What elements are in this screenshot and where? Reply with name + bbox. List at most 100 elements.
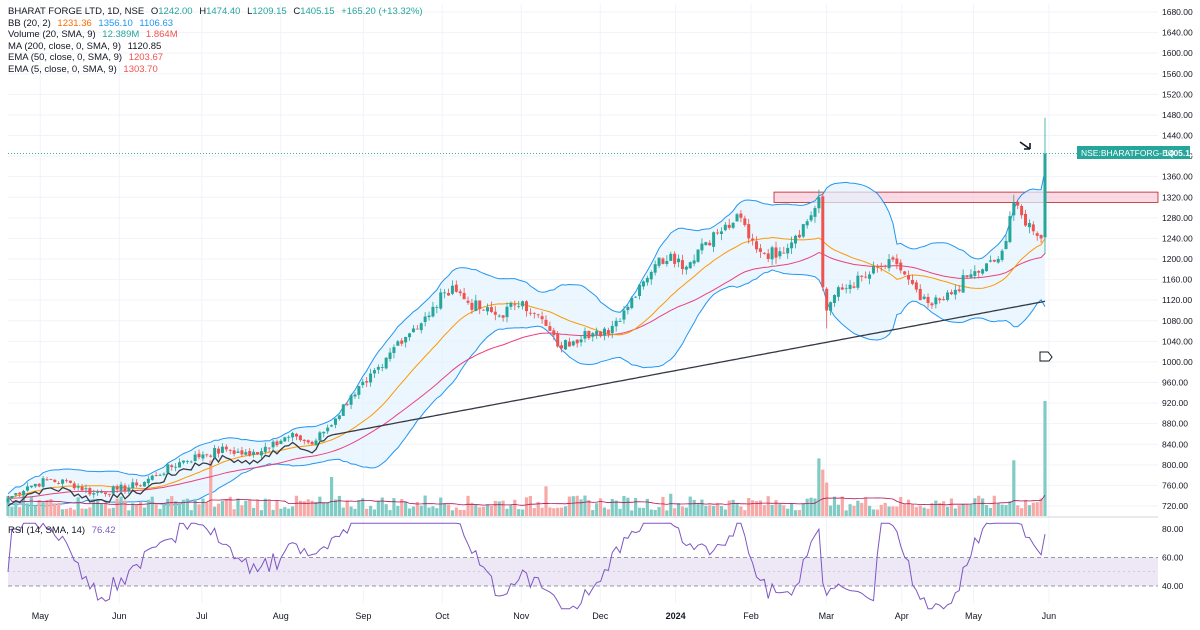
candle-body[interactable] [314, 440, 318, 445]
candle-body[interactable] [372, 370, 376, 374]
candle-body[interactable] [868, 274, 872, 279]
candle-body[interactable] [384, 357, 388, 369]
candle-body[interactable] [25, 486, 29, 491]
candle-body[interactable] [770, 247, 774, 260]
candle-body[interactable] [333, 418, 337, 425]
candle-body[interactable] [988, 260, 992, 262]
candle-body[interactable] [1004, 240, 1008, 250]
candle-body[interactable] [567, 341, 571, 347]
candle-body[interactable] [478, 300, 482, 310]
bb-legend-row[interactable]: BB (20, 2) 1231.36 1356.10 1106.63 [8, 18, 427, 30]
candle-body[interactable] [111, 486, 115, 494]
candle-body[interactable] [431, 306, 435, 317]
candle-body[interactable] [76, 486, 80, 488]
candle-body[interactable] [178, 462, 182, 468]
candle-body[interactable] [755, 241, 759, 250]
candle-body[interactable] [875, 266, 879, 268]
candle-body[interactable] [766, 253, 770, 260]
candle-body[interactable] [396, 341, 400, 346]
candle-body[interactable] [536, 314, 540, 316]
candle-body[interactable] [88, 488, 92, 495]
candle-body[interactable] [201, 454, 205, 459]
candle-body[interactable] [918, 288, 922, 301]
candle-body[interactable] [509, 302, 513, 307]
candle-body[interactable] [778, 251, 782, 257]
candle-body[interactable] [871, 266, 875, 274]
resistance-zone-box[interactable] [773, 191, 1159, 203]
candle-body[interactable] [400, 340, 404, 344]
candle-body[interactable] [158, 474, 162, 476]
candle-body[interactable] [848, 284, 852, 289]
candle-body[interactable] [415, 328, 419, 330]
candle-body[interactable] [587, 330, 591, 339]
candle-body[interactable] [914, 282, 918, 290]
candle-body[interactable] [294, 433, 298, 437]
candle-body[interactable] [439, 292, 443, 309]
candle-body[interactable] [774, 247, 778, 258]
candle-body[interactable] [793, 235, 797, 244]
candle-body[interactable] [751, 238, 755, 241]
candle-body[interactable] [1027, 222, 1031, 228]
candle-body[interactable] [665, 261, 669, 264]
candle-body[interactable] [638, 284, 642, 297]
candle-body[interactable] [427, 315, 431, 318]
candle-body[interactable] [142, 482, 146, 487]
candle-body[interactable] [786, 247, 790, 254]
candle-body[interactable] [29, 485, 33, 488]
candle-body[interactable] [571, 341, 575, 346]
candle-body[interactable] [525, 301, 528, 312]
ema50-legend-row[interactable]: EMA (50, close, 0, SMA, 9) 1203.67 [8, 52, 427, 64]
candle-body[interactable] [256, 452, 260, 455]
candle-body[interactable] [887, 259, 891, 269]
candle-body[interactable] [973, 271, 977, 276]
candle-body[interactable] [521, 301, 525, 307]
candle-body[interactable] [583, 331, 587, 339]
candle-body[interactable] [992, 259, 996, 262]
candle-body[interactable] [595, 330, 599, 335]
candle-body[interactable] [903, 271, 907, 275]
candle-body[interactable] [1016, 201, 1020, 206]
candle-body[interactable] [739, 213, 743, 218]
candle-body[interactable] [634, 296, 638, 298]
candle-body[interactable] [357, 386, 361, 395]
candle-body[interactable] [723, 224, 727, 231]
candle-body[interactable] [318, 432, 322, 441]
candle-body[interactable] [548, 326, 552, 331]
candle-body[interactable] [45, 479, 49, 481]
candle-body[interactable] [677, 258, 681, 263]
candle-body[interactable] [462, 293, 466, 300]
candle-body[interactable] [447, 292, 451, 296]
candle-body[interactable] [856, 275, 860, 288]
candle-body[interactable] [57, 483, 61, 484]
candle-body[interactable] [61, 479, 65, 484]
candle-body[interactable] [466, 300, 470, 303]
candle-body[interactable] [267, 447, 271, 449]
candle-body[interactable] [1020, 205, 1024, 216]
candle-body[interactable] [829, 302, 833, 311]
candle-body[interactable] [232, 450, 236, 454]
candle-body[interactable] [981, 269, 985, 274]
candle-body[interactable] [1031, 224, 1035, 232]
candle-body[interactable] [797, 234, 801, 238]
candle-body[interactable] [408, 333, 412, 338]
candle-body[interactable] [626, 306, 630, 311]
candle-body[interactable] [606, 330, 610, 334]
candle-body[interactable] [330, 425, 334, 427]
candle-body[interactable] [825, 288, 829, 311]
candle-body[interactable] [411, 328, 415, 333]
candle-body[interactable] [497, 315, 501, 317]
candle-body[interactable] [883, 265, 887, 267]
candle-body[interactable] [575, 339, 579, 344]
candle-body[interactable] [380, 367, 384, 368]
candle-body[interactable] [193, 454, 197, 462]
candle-body[interactable] [942, 299, 946, 301]
candle-body[interactable] [493, 311, 497, 315]
candle-body[interactable] [64, 480, 68, 482]
candle-body[interactable] [1043, 153, 1047, 238]
candle-body[interactable] [33, 483, 37, 487]
candle-body[interactable] [443, 292, 447, 294]
candle-body[interactable] [170, 465, 174, 468]
candle-body[interactable] [298, 435, 302, 441]
candle-body[interactable] [907, 275, 911, 280]
